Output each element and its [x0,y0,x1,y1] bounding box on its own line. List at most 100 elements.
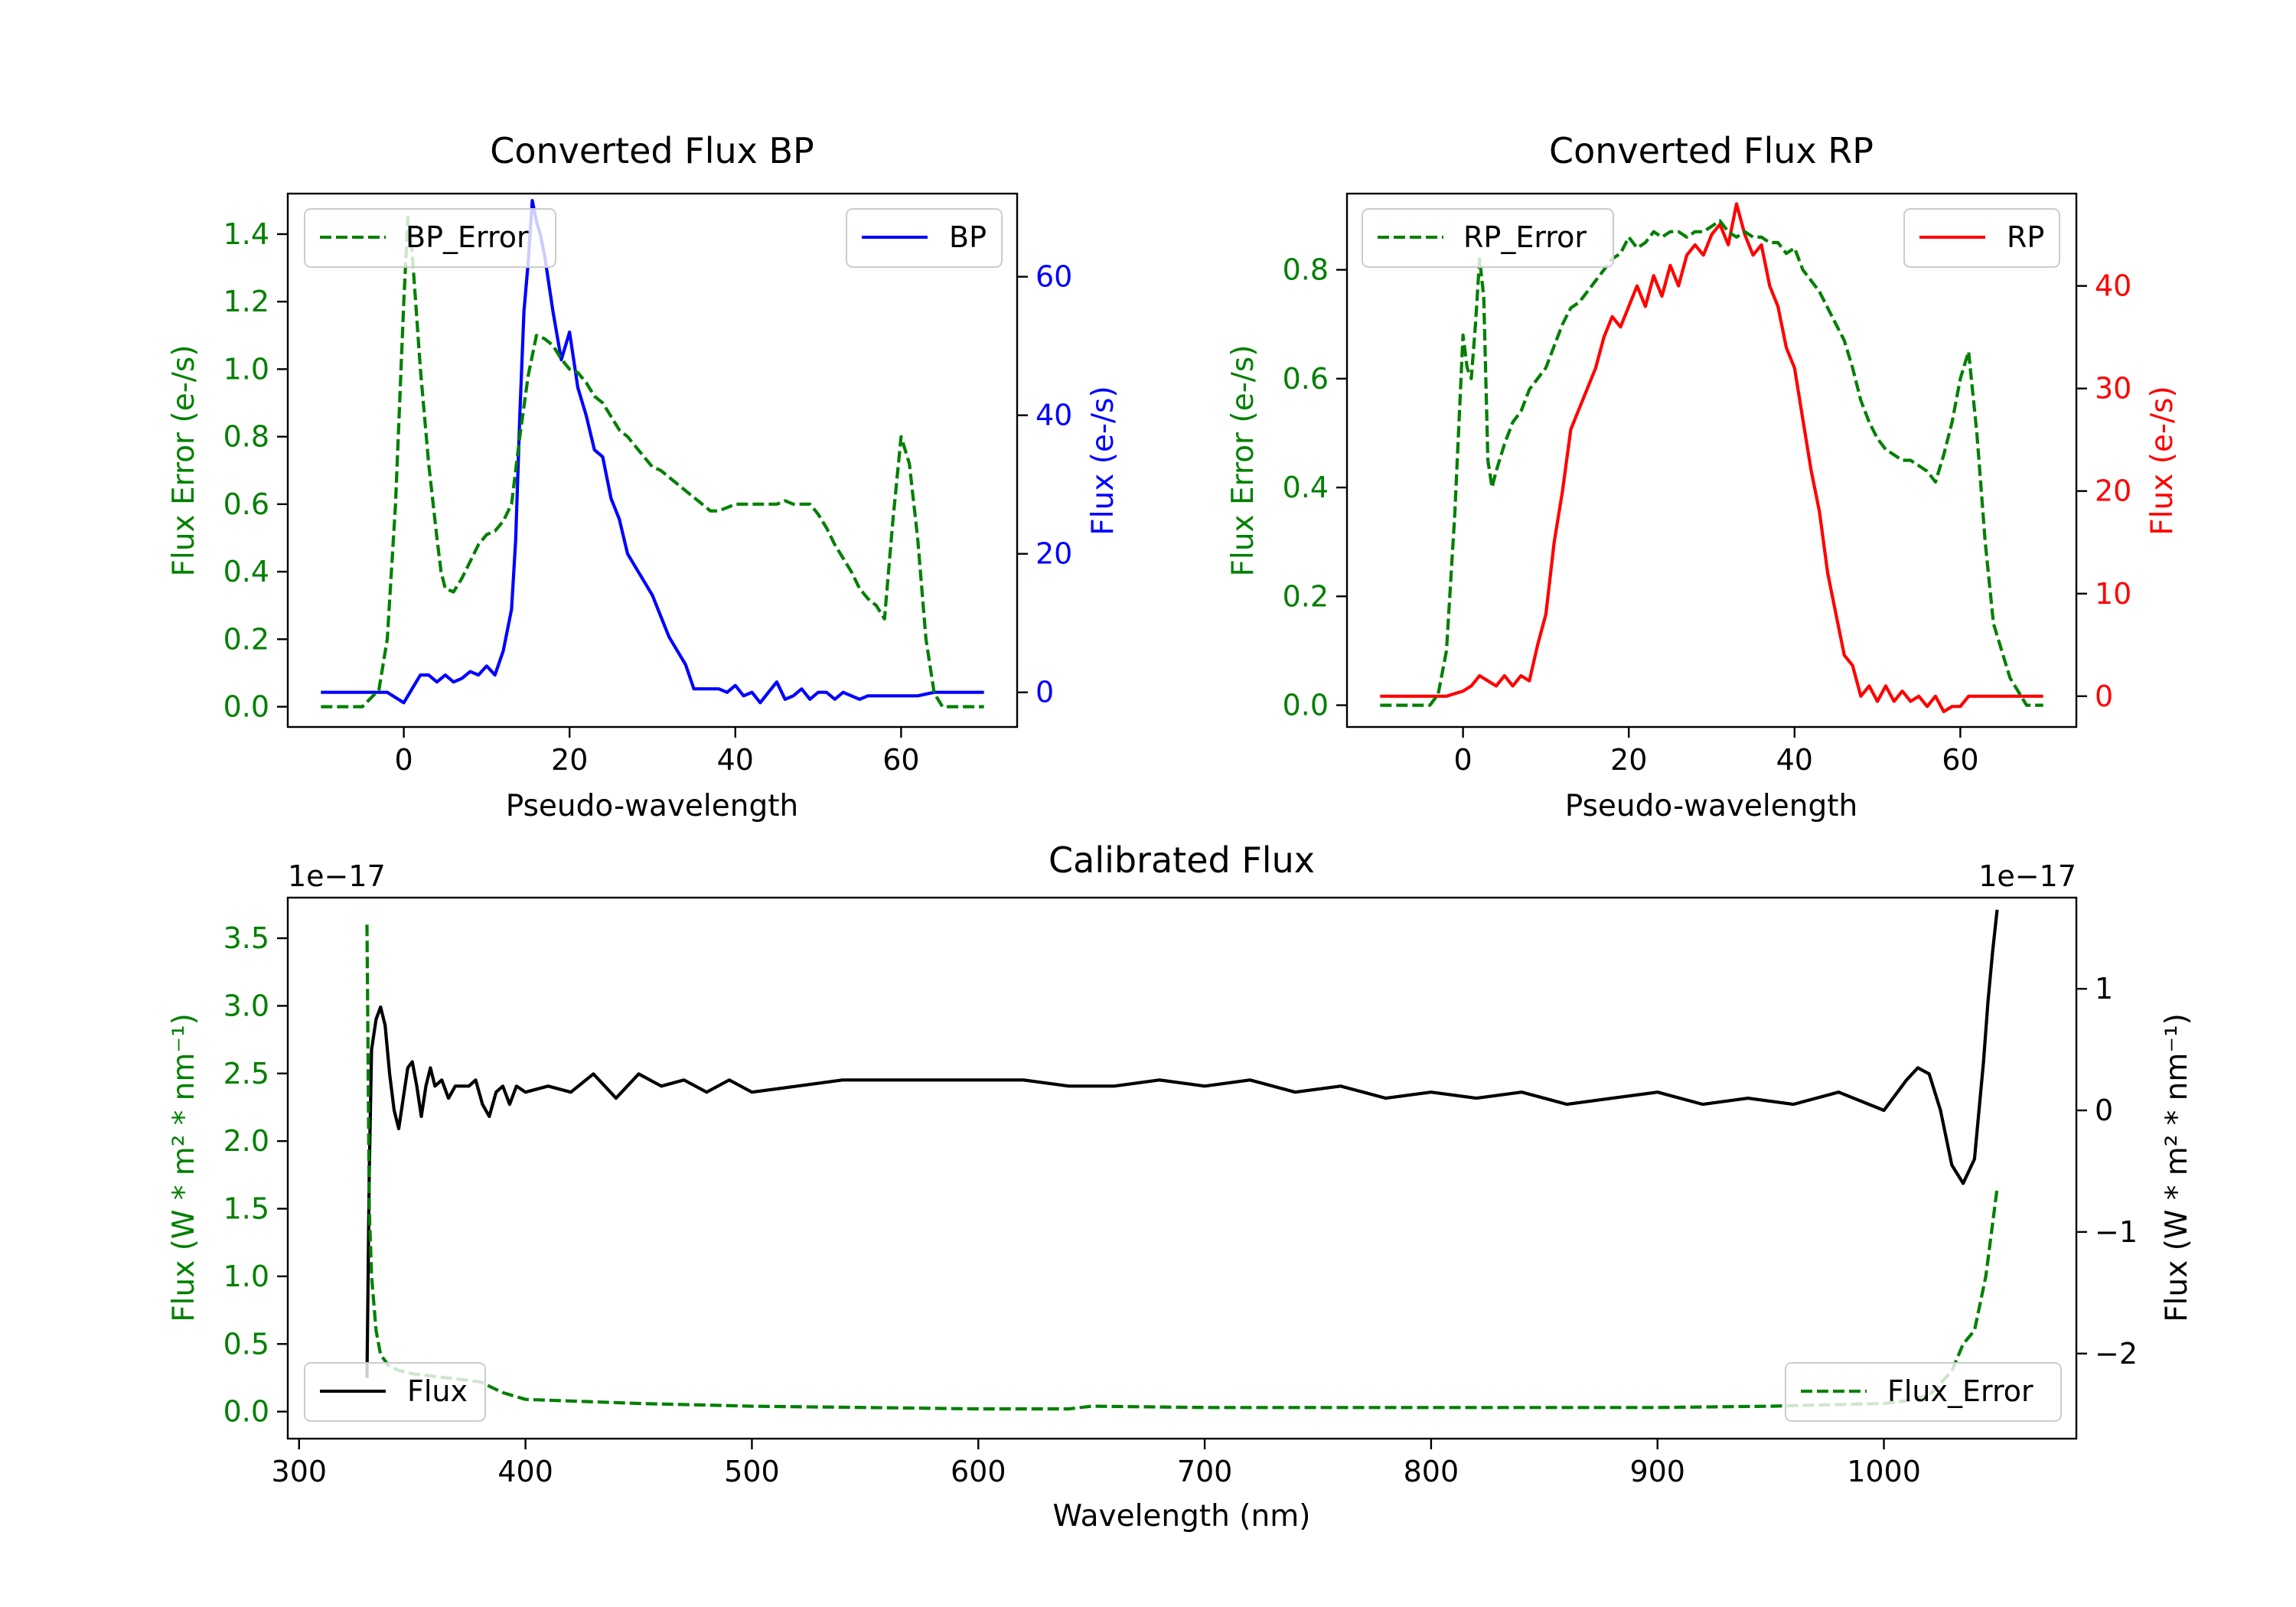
calibrated-frame [286,896,2078,1440]
left-y-tick-label: 0.0 [223,690,269,724]
rp-plot-area [1380,202,2043,714]
left-y-tick-label: 0.0 [1283,689,1329,722]
right-y-tick-label: −1 [2095,1215,2138,1249]
legend-box [1362,208,1614,268]
panel-rp: Converted Flux RP 0 20 40 60 0.00.20.40.60.… [1226,130,2180,823]
rp-right-y-label: Flux (e-/s) [2145,386,2180,535]
left-y-tick-label: 3.0 [223,989,269,1022]
calibrated-legend-error: Flux_Error [1785,1362,2062,1422]
rp-legend-flux: RP [1903,208,2060,268]
left-y-tick-label: 0.5 [223,1327,269,1361]
legend-label: Flux_Error [1887,1374,2033,1408]
right-y-tick-label: 0 [1035,676,1054,709]
panel-calibrated: Calibrated Flux 1e−17 1e−17 300 400 500 600… [167,839,2194,1534]
rp-right-ticks: 0 10 20 30 40 [2076,269,2131,713]
x-tick-label: 500 [724,1455,780,1488]
right-y-tick-label: 30 [2095,372,2131,406]
calibrated-right-ticks: −2 −1 0 1 [2076,972,2138,1371]
left-y-tick-label: 1.2 [223,285,269,318]
series-rp-error-line [1380,219,2043,707]
calibrated-plot-area [365,909,1999,1411]
x-tick-label: 60 [882,743,919,777]
legend-label: Flux [407,1374,468,1408]
calibrated-right-y-label: Flux (W * m² * nm⁻¹) [2160,1013,2194,1322]
x-tick-label: 800 [1404,1455,1459,1488]
right-y-tick-label: 0 [2095,1094,2113,1127]
left-y-tick-label: 0.2 [223,622,269,656]
bp-right-y-label: Flux (e-/s) [1086,386,1120,535]
right-y-tick-label: 20 [1035,537,1072,571]
series-bp-line [321,199,984,705]
rp-x-label: Pseudo-wavelength [1565,789,1857,823]
right-y-tick-label: 10 [2095,577,2131,611]
legend-box [304,208,556,268]
legend-label: BP_Error [406,220,529,254]
left-y-tick-label: 1.4 [223,217,269,251]
series-bp-error-line [321,215,984,709]
x-tick-label: 0 [1454,743,1473,777]
x-tick-label: 900 [1629,1455,1685,1488]
left-offset-label: 1e−17 [288,859,386,893]
right-y-tick-label: 1 [2095,972,2113,1006]
left-y-tick-label: 2.5 [223,1057,269,1090]
left-y-tick-label: 3.5 [223,921,269,955]
right-y-tick-label: 40 [1035,399,1072,432]
left-y-tick-label: 1.0 [223,1260,269,1293]
x-tick-label: 400 [497,1455,553,1488]
bp-plot-area [321,199,984,709]
calibrated-left-y-label: Flux (W * m² * nm⁻¹) [167,1013,201,1322]
x-tick-label: 1000 [1847,1455,1921,1488]
bp-left-ticks: 0.0 0.2 0.4 0.6 0.8 1.0 1.2 1.4 [223,217,288,724]
legend-box [1785,1362,2062,1422]
x-tick-label: 300 [272,1455,328,1488]
left-y-tick-label: 0.4 [1283,471,1329,504]
right-y-tick-label: 40 [2095,269,2131,303]
left-y-tick-label: 0.6 [1283,362,1329,396]
calibrated-x-ticks: 300 400 500 600 700 800 900 1000 [272,1439,1921,1488]
x-tick-label: 60 [1942,743,1978,777]
left-y-tick-label: 0.8 [223,420,269,454]
bp-x-label: Pseudo-wavelength [506,789,798,823]
rp-frame [1345,192,2078,729]
left-y-tick-label: 0.2 [1283,579,1329,613]
x-tick-label: 20 [551,743,588,777]
rp-left-ticks: 0.0 0.2 0.4 0.6 0.8 [1283,253,1347,722]
bp-left-y-label: Flux Error (e-/s) [167,345,201,577]
series-rp-line [1380,202,2043,714]
calibrated-x-label: Wavelength (nm) [1053,1499,1311,1534]
rp-left-y-label: Flux Error (e-/s) [1226,345,1261,577]
left-y-tick-label: 1.0 [223,352,269,386]
panel-bp: Converted Flux BP 0 20 40 60 0.00.20.40.60.… [167,130,1120,823]
right-y-tick-label: −2 [2095,1337,2138,1371]
series-flux-line [365,909,1999,1378]
x-tick-label: 20 [1610,743,1647,777]
right-offset-label: 1e−17 [1978,859,2076,893]
left-y-tick-label: 0.0 [223,1395,269,1429]
bp-legend-flux: BP [846,208,1003,268]
calibrated-legend-flux: Flux [304,1362,486,1422]
x-tick-label: 40 [717,743,754,777]
calibrated-title: Calibrated Flux [1049,839,1315,881]
right-y-tick-label: 20 [2095,474,2131,508]
x-tick-label: 600 [951,1455,1006,1488]
x-tick-label: 700 [1177,1455,1233,1488]
left-y-tick-label: 0.4 [223,555,269,588]
rp-legend-error: RP_Error [1362,208,1614,268]
rp-title: Converted Flux RP [1549,130,1874,171]
left-y-tick-label: 1.5 [223,1192,269,1226]
right-y-tick-label: 60 [1035,260,1072,294]
bp-frame [286,192,1019,729]
legend-label: BP [949,220,987,254]
x-tick-label: 0 [395,743,413,777]
bp-right-ticks: 0 20 40 60 [1017,260,1072,709]
calibrated-left-ticks: 0.0 0.5 1.0 1.5 2.0 2.5 3.0 3.5 [223,921,288,1429]
legend-label: RP_Error [1463,220,1587,254]
x-tick-label: 40 [1776,743,1813,777]
left-y-tick-label: 0.8 [1283,253,1329,287]
left-y-tick-label: 2.0 [223,1124,269,1158]
bp-title: Converted Flux BP [490,130,814,171]
rp-x-ticks: 0 20 40 60 [1454,727,1979,777]
bp-legend-error: BP_Error [304,208,556,268]
legend-label: RP [2007,220,2044,254]
